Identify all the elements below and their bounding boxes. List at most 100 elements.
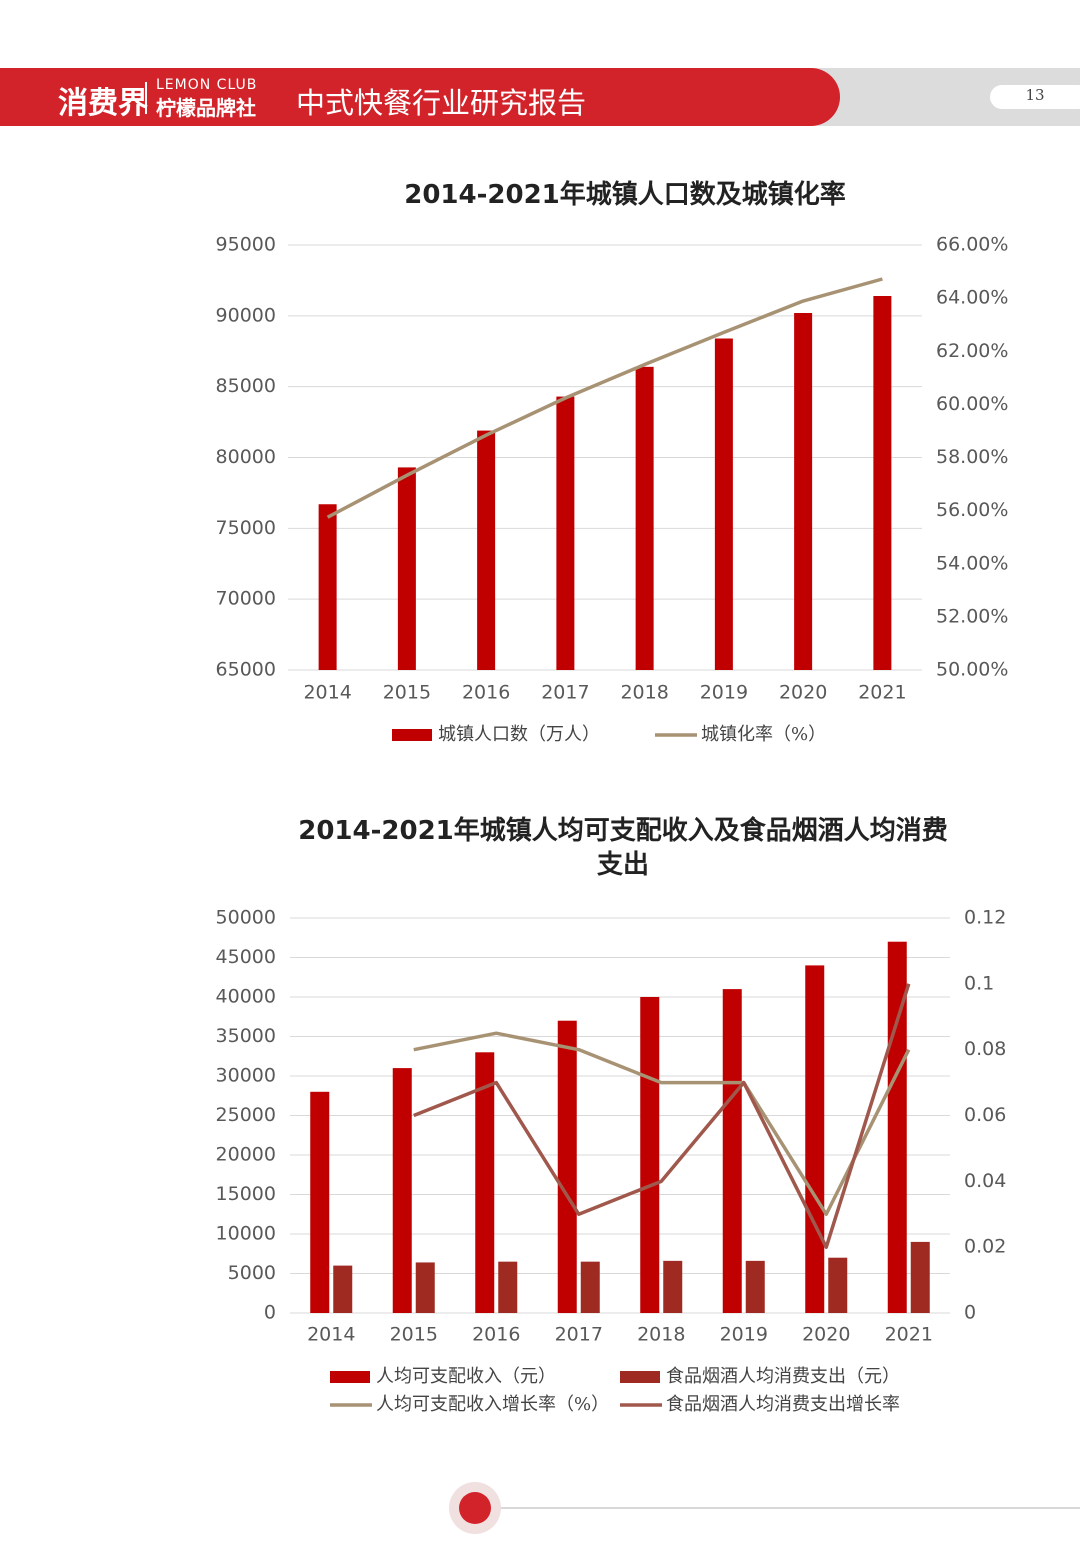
y2-tick-label: 60.00% [936,393,1008,415]
legend-label: 食品烟酒人均消费支出（元） [666,1366,900,1387]
legend-label: 食品烟酒人均消费支出增长率 [666,1394,900,1415]
divider [145,82,147,114]
bar [663,1260,683,1313]
bar [714,338,733,670]
header-red [0,68,840,126]
x-tick-label: 2020 [802,1324,850,1346]
legend-label: 城镇人口数（万人） [438,724,600,745]
x-tick-label: 2014 [303,682,351,704]
bar [392,1068,412,1313]
line [413,1031,911,1216]
bar [318,504,337,670]
y-tick-label: 35000 [216,1025,276,1047]
bar [873,296,892,670]
y2-tick-label: 58.00% [936,446,1008,468]
y2-tick-label: 62.00% [936,340,1008,362]
x-tick-label: 2018 [637,1324,685,1346]
bar [580,1261,600,1313]
y-tick-label: 80000 [216,446,276,468]
y2-tick-label: 52.00% [936,605,1008,627]
bar [557,1020,577,1313]
y-tick-label: 45000 [216,946,276,968]
bar [745,1260,765,1313]
y2-tick-label: 56.00% [936,499,1008,521]
x-tick-label: 2021 [858,682,906,704]
bar [828,1257,848,1313]
x-tick-label: 2014 [307,1324,355,1346]
legend-swatch [392,729,432,741]
bar [333,1265,353,1313]
y2-tick-label: 0.04 [964,1170,1006,1192]
y-tick-label: 5000 [228,1262,276,1284]
line [326,277,883,519]
x-tick-label: 2017 [555,1324,603,1346]
chart: 0 5000 10000 15000 20000 25000 30000 35000 40000… [216,907,1007,1416]
x-tick-label: 2016 [472,1324,520,1346]
bar [794,313,813,670]
brand: 消费界 [58,86,148,121]
y2-tick-label: 0.12 [964,907,1006,929]
page-number: 13 [1025,86,1045,104]
y2-tick-label: 54.00% [936,552,1008,574]
bar [640,997,660,1313]
header-title: 中式快餐行业研究报告 [296,86,587,120]
y-tick-label: 85000 [216,375,276,397]
footer-deco [449,1482,1080,1534]
y-tick-label: 65000 [216,659,276,681]
y2-tick-label: 50.00% [936,659,1008,681]
y2-tick-label: 0 [964,1302,976,1324]
y2-tick-label: 0.06 [964,1104,1006,1126]
y-tick-label: 90000 [216,304,276,326]
chart-title: 2014-2021年城镇人口数及城镇化率 [404,180,846,210]
y2-tick-label: 0.08 [964,1038,1006,1060]
y-tick-label: 70000 [216,588,276,610]
x-tick-label: 2019 [720,1324,768,1346]
legend-label: 城镇化率（%） [701,724,826,745]
x-tick-label: 2019 [700,682,748,704]
bar [415,1262,435,1313]
y-tick-label: 30000 [216,1065,276,1087]
y2-tick-label: 0.1 [964,972,994,994]
x-tick-label: 2016 [462,682,510,704]
legend-label: 人均可支配收入增长率（%） [376,1394,609,1415]
y2-tick-label: 66.00% [936,234,1008,256]
bar [475,1052,495,1313]
chart: 65000 70000 75000 80000 85000 90000 95000 50.00… [216,234,1009,746]
x-tick-label: 2021 [885,1324,933,1346]
x-tick-label: 2017 [541,682,589,704]
x-tick-label: 2015 [390,1324,438,1346]
legend-label: 人均可支配收入（元） [376,1366,556,1387]
bar [397,467,416,670]
brand-en: LEMON CLUB [156,77,258,93]
bar [556,396,575,670]
y-tick-label: 25000 [216,1104,276,1126]
y2-tick-label: 64.00% [936,287,1008,309]
y-tick-label: 50000 [216,907,276,929]
bar [910,1241,930,1313]
y-tick-label: 40000 [216,986,276,1008]
x-tick-label: 2020 [779,682,827,704]
bar [477,430,496,670]
brand-cn: 柠檬品牌社 [156,96,256,120]
x-tick-label: 2018 [620,682,668,704]
bar [498,1261,518,1313]
y-tick-label: 10000 [216,1223,276,1245]
line [413,983,911,1249]
footer-dot [459,1492,491,1524]
y-tick-label: 0 [264,1302,276,1324]
y-tick-label: 15000 [216,1183,276,1205]
y2-tick-label: 0.02 [964,1236,1006,1258]
legend-swatch [620,1371,660,1383]
bar [310,1091,330,1313]
y-tick-label: 95000 [216,234,276,256]
chart-title: 2014-2021年城镇人均可支配收入及食品烟酒人均消费支出 [298,816,948,880]
x-tick-label: 2015 [383,682,431,704]
page-pill [990,85,1080,109]
legend-swatch [330,1371,370,1383]
bar [722,989,742,1313]
y-tick-label: 75000 [216,517,276,539]
bar [805,965,825,1313]
y-tick-label: 20000 [216,1144,276,1166]
bar [635,366,654,670]
